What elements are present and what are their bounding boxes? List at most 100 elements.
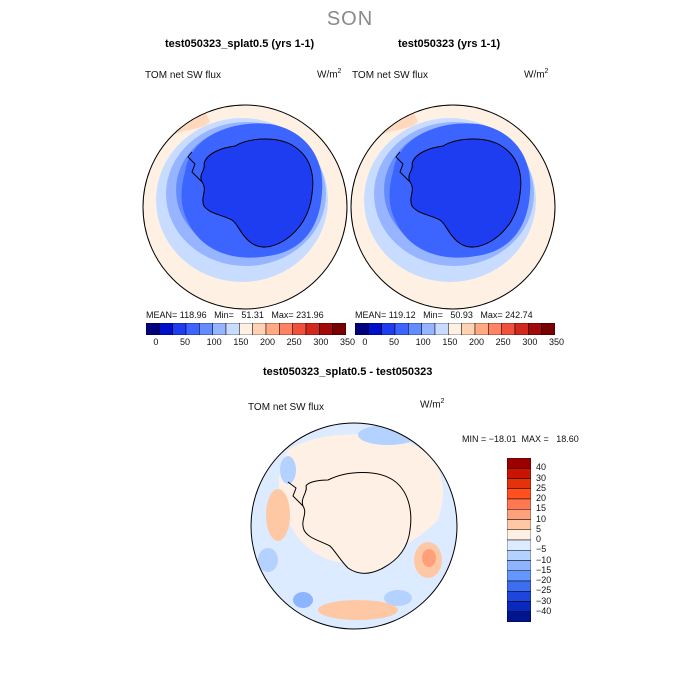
colorbar-swatch bbox=[507, 478, 531, 489]
colorbar-panel-1 bbox=[146, 323, 346, 335]
colorbar-tick-label: 250 bbox=[286, 337, 302, 347]
diff-panel-title: test050323_splat0.5 - test050323 bbox=[263, 366, 433, 378]
colorbar-swatch bbox=[507, 539, 531, 551]
colorbar-swatch bbox=[381, 323, 396, 335]
colorbar-tick-label: −15 bbox=[536, 564, 552, 575]
colorbar-swatch bbox=[279, 323, 293, 335]
colorbar-swatch bbox=[199, 323, 213, 335]
colorbar-swatch bbox=[507, 488, 531, 500]
colorbar-tick-label: 40 bbox=[536, 462, 547, 473]
antarctica-coastline-2 bbox=[408, 138, 522, 248]
colorbar-swatch bbox=[528, 323, 542, 335]
panel-2-title: test050323 (yrs 1-1) bbox=[398, 38, 501, 50]
diff-minmax: MIN = −18.01 MAX = 18.60 bbox=[462, 434, 579, 444]
colorbar-swatch bbox=[507, 458, 531, 469]
colorbar-swatch bbox=[507, 509, 531, 520]
panel-2-units: W/m2 bbox=[524, 68, 549, 81]
colorbar-diff-ticks: 40 30 25 20 15 10 5 0 −5 −10 −15 −20 −25 −30 −40 bbox=[536, 458, 576, 622]
colorbar-tick-label: 150 bbox=[442, 337, 458, 347]
colorbar-tick-label: 50 bbox=[389, 337, 400, 347]
colorbar-swatch bbox=[507, 498, 531, 510]
panel-1-units: W/m2 bbox=[317, 68, 342, 81]
colorbar-tick-label: 0 bbox=[362, 337, 368, 347]
colorbar-swatch bbox=[448, 323, 462, 335]
diff-variable-label: TOM net SW flux bbox=[248, 402, 324, 413]
colorbar-tick-label: 25 bbox=[536, 482, 547, 493]
colorbar-tick-label: 300 bbox=[522, 337, 538, 347]
colorbar-tick-label: 10 bbox=[536, 513, 547, 524]
colorbar-tick-label: 250 bbox=[495, 337, 511, 347]
map-2-boundary bbox=[350, 104, 556, 310]
panel-2-variable-label: TOM net SW flux bbox=[352, 70, 428, 81]
colorbar-tick-label: 5 bbox=[536, 523, 542, 534]
colorbar-swatch bbox=[488, 323, 502, 335]
colorbar-swatch bbox=[239, 323, 253, 335]
colorbar-swatch bbox=[225, 323, 240, 335]
colorbar-tick-label: 150 bbox=[233, 337, 249, 347]
colorbar-swatch bbox=[514, 323, 529, 335]
map-difference bbox=[250, 422, 458, 630]
colorbar-tick-label: 0 bbox=[153, 337, 159, 347]
colorbar-swatch bbox=[146, 323, 160, 335]
colorbar-swatch bbox=[332, 323, 346, 335]
colorbar-swatch bbox=[408, 323, 422, 335]
colorbar-swatch bbox=[421, 323, 436, 335]
colorbar-swatch bbox=[507, 570, 531, 582]
colorbar-swatch bbox=[461, 323, 476, 335]
map-panel-1 bbox=[142, 104, 348, 310]
antarctica-coastline-diff bbox=[301, 472, 412, 574]
colorbar-swatch bbox=[368, 323, 382, 335]
colorbar-tick-label: 200 bbox=[469, 337, 485, 347]
colorbar-swatch bbox=[172, 323, 187, 335]
colorbar-swatch bbox=[252, 323, 267, 335]
colorbar-2-ticks: 0 50 100 150 200 250 300 350 bbox=[355, 337, 564, 349]
colorbar-swatch bbox=[159, 323, 173, 335]
colorbar-tick-label: −25 bbox=[536, 585, 552, 596]
colorbar-tick-label: −10 bbox=[536, 554, 552, 565]
colorbar-swatch bbox=[319, 323, 333, 335]
colorbar-swatch bbox=[541, 323, 555, 335]
panel-2-stats: MEAN= 119.12 Min= 50.93 Max= 242.74 bbox=[355, 310, 533, 320]
colorbar-swatch bbox=[507, 591, 531, 602]
colorbar-tick-label: −5 bbox=[536, 544, 547, 555]
map-1-boundary bbox=[142, 104, 348, 310]
panel-1-title: test050323_splat0.5 (yrs 1-1) bbox=[165, 38, 315, 50]
colorbar-panel-2 bbox=[355, 323, 555, 335]
season-title: SON bbox=[326, 8, 374, 30]
colorbar-tick-label: 100 bbox=[415, 337, 431, 347]
colorbar-swatch bbox=[434, 323, 449, 335]
colorbar-tick-label: 50 bbox=[180, 337, 191, 347]
colorbar-tick-label: 350 bbox=[340, 337, 356, 347]
colorbar-tick-label: −20 bbox=[536, 575, 552, 585]
colorbar-tick-label: 200 bbox=[260, 337, 276, 347]
colorbar-swatch bbox=[501, 323, 516, 335]
colorbar-tick-label: 300 bbox=[313, 337, 329, 347]
colorbar-tick-label: 30 bbox=[536, 472, 547, 483]
colorbar-tick-label: −40 bbox=[536, 605, 552, 616]
colorbar-swatch bbox=[265, 323, 280, 335]
colorbar-swatch bbox=[507, 529, 531, 541]
colorbar-difference bbox=[507, 458, 531, 622]
colorbar-swatch bbox=[474, 323, 489, 335]
colorbar-swatch bbox=[185, 323, 200, 335]
colorbar-swatch bbox=[507, 550, 531, 561]
colorbar-swatch bbox=[507, 519, 531, 530]
colorbar-swatch bbox=[212, 323, 227, 335]
colorbar-swatch bbox=[507, 468, 531, 479]
colorbar-tick-label: 350 bbox=[549, 337, 565, 347]
colorbar-tick-label: 0 bbox=[536, 534, 542, 544]
colorbar-swatch bbox=[507, 580, 531, 592]
map-panel-2 bbox=[350, 104, 556, 310]
map-diff-boundary bbox=[250, 422, 458, 630]
colorbar-swatch bbox=[394, 323, 409, 335]
colorbar-swatch bbox=[507, 560, 531, 571]
diff-units: W/m2 bbox=[420, 398, 445, 411]
colorbar-tick-label: 100 bbox=[206, 337, 222, 347]
colorbar-swatch bbox=[507, 611, 531, 622]
colorbar-swatch bbox=[355, 323, 369, 335]
panel-1-variable-label: TOM net SW flux bbox=[145, 70, 221, 81]
colorbar-tick-label: 20 bbox=[536, 493, 547, 503]
colorbar-swatch bbox=[305, 323, 320, 335]
colorbar-swatch bbox=[507, 601, 531, 612]
colorbar-1-ticks: 0 50 100 150 200 250 300 350 bbox=[146, 337, 355, 349]
